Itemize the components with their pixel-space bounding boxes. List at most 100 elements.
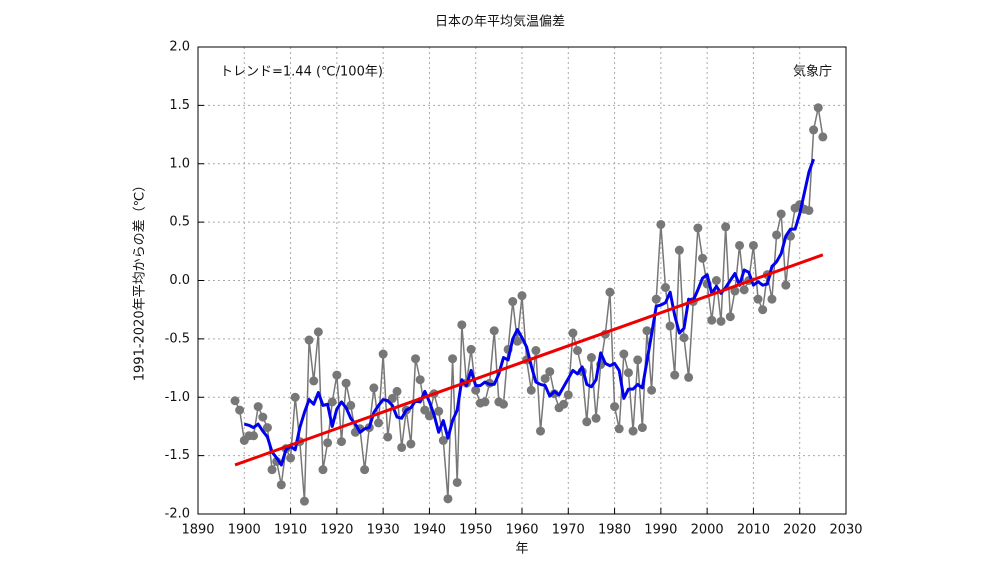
data-point <box>512 336 522 346</box>
y-tick-label: 1.0 <box>169 156 190 171</box>
data-point <box>411 354 421 364</box>
data-point <box>387 393 397 403</box>
series-line <box>234 253 824 467</box>
data-point <box>249 431 259 441</box>
data-point <box>730 286 740 296</box>
data-point <box>707 315 717 325</box>
data-point <box>656 219 666 229</box>
data-point <box>642 326 652 336</box>
data-point <box>818 132 828 142</box>
data-point <box>573 346 583 356</box>
x-tick-label: 2030 <box>829 523 862 538</box>
data-point <box>568 328 578 338</box>
trend-annotation: トレンド=1.44 (℃/100年) <box>220 65 383 80</box>
y-tick-label: 0.5 <box>169 215 190 230</box>
data-point <box>262 423 272 433</box>
data-point <box>665 321 675 331</box>
data-point <box>327 397 337 407</box>
data-point <box>318 465 328 475</box>
data-point <box>809 125 819 135</box>
data-point <box>711 276 721 285</box>
data-point <box>582 417 592 427</box>
x-tick-label: 1950 <box>459 523 492 538</box>
data-point <box>452 477 462 487</box>
data-point <box>633 355 643 365</box>
x-tick-label: 1970 <box>552 523 585 538</box>
data-point <box>383 432 393 442</box>
y-tick-label: -1.5 <box>165 448 190 463</box>
data-point <box>628 426 638 436</box>
data-point <box>258 412 268 422</box>
data-point <box>369 383 379 393</box>
data-point <box>480 397 490 407</box>
data-point <box>230 396 240 406</box>
data-point <box>424 411 434 421</box>
data-point <box>813 103 823 113</box>
data-point <box>434 406 444 416</box>
data-point <box>739 285 749 295</box>
y-tick-label: 1.5 <box>169 98 190 113</box>
y-axis-label: 1991-2020年平均からの差（℃） <box>133 179 148 381</box>
data-point <box>531 346 541 356</box>
data-point <box>721 222 731 232</box>
data-point <box>725 312 735 322</box>
x-axis-label: 年 <box>515 542 528 557</box>
data-point <box>591 413 601 423</box>
plot-frame <box>197 46 847 515</box>
data-point <box>360 465 370 475</box>
data-point <box>448 354 458 364</box>
data-point <box>647 385 657 395</box>
data-point <box>466 344 476 354</box>
data-point <box>415 375 425 385</box>
data-point <box>651 294 661 304</box>
data-point <box>660 283 670 293</box>
data-point <box>605 287 615 297</box>
data-point <box>332 370 342 380</box>
data-point <box>559 399 569 409</box>
data-point <box>693 223 703 233</box>
data-point <box>378 349 388 359</box>
data-point <box>545 367 555 377</box>
data-point <box>336 437 346 447</box>
data-point <box>637 423 647 433</box>
data-point <box>698 253 708 263</box>
series-line <box>243 158 816 467</box>
x-tick-label: 2000 <box>691 523 724 538</box>
y-tick-label: -0.5 <box>165 331 190 346</box>
x-tick-label: 1930 <box>367 523 400 538</box>
data-point <box>540 374 550 384</box>
data-point <box>276 480 286 490</box>
data-point <box>776 209 786 219</box>
data-point <box>748 240 758 250</box>
data-point <box>406 439 416 449</box>
x-tick-label: 2010 <box>737 523 770 538</box>
data-point <box>323 438 333 448</box>
data-point <box>235 405 245 415</box>
data-point <box>309 376 319 386</box>
data-point <box>517 291 527 301</box>
data-point <box>341 378 351 388</box>
x-tick-label: 1910 <box>274 523 307 538</box>
x-tick-label: 2020 <box>783 523 816 538</box>
data-point <box>508 297 518 307</box>
x-tick-label: 1920 <box>320 523 353 538</box>
y-tick-label: 0.0 <box>169 273 190 288</box>
x-tick-label: 1940 <box>413 523 446 538</box>
data-point <box>772 230 782 240</box>
data-point <box>670 370 680 380</box>
data-point <box>290 392 300 402</box>
data-point <box>498 399 508 409</box>
data-point <box>758 305 768 315</box>
data-point <box>716 316 726 326</box>
data-point <box>443 494 453 504</box>
data-point <box>392 386 402 396</box>
data-point <box>374 418 384 428</box>
data-point <box>267 465 277 475</box>
data-point <box>313 327 323 337</box>
data-point <box>674 245 684 255</box>
data-point <box>623 368 633 378</box>
data-point <box>563 390 573 400</box>
data-point <box>735 240 745 250</box>
